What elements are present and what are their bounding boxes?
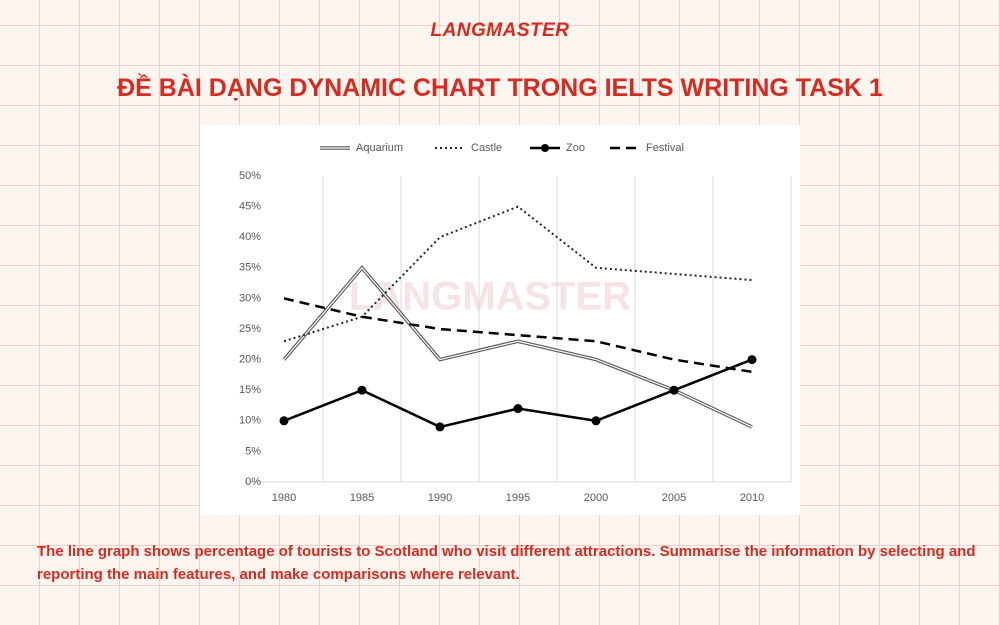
legend-marker [541,144,549,152]
y-tick-label: 5% [245,445,261,457]
legend-label: Zoo [566,142,585,154]
y-tick-label: 40% [239,231,261,243]
chart-background [200,125,800,515]
y-tick-label: 25% [239,323,261,335]
watermark: LANGMASTER [349,275,631,319]
legend-label: Festival [646,142,684,154]
marker [591,416,601,426]
y-tick-label: 30% [239,292,261,304]
marker [669,385,679,395]
marker [747,355,757,365]
x-tick-label: 1985 [350,492,374,504]
y-tick-label: 45% [239,201,261,213]
y-tick-label: 10% [239,415,261,427]
y-tick-label: 50% [239,170,261,182]
logo: LANGMASTER [430,20,570,41]
y-tick-label: 0% [245,476,261,488]
y-tick-label: 35% [239,262,261,274]
legend-label: Castle [471,142,502,154]
x-tick-label: 2000 [584,492,608,504]
chart: LANGMASTER 0% 5% 10% 15% 20% 25% 30% 35% 40% 45% 5… [200,125,800,515]
marker [279,416,289,426]
x-tick-label: 1980 [272,492,296,504]
x-tick-label: 1995 [506,492,530,504]
legend-label: Aquarium [356,142,403,154]
x-tick-label: 1990 [428,492,452,504]
description: The line graph shows percentage of touri… [37,543,976,583]
marker [435,422,445,432]
marker [357,385,367,395]
x-tick-label: 2010 [740,492,764,504]
series-line [283,297,753,374]
x-tick-label: 2005 [662,492,686,504]
y-tick-label: 20% [239,354,261,366]
marker [513,404,523,414]
y-tick-label: 15% [239,384,261,396]
heading: ĐỀ BÀI DẠNG DYNAMIC CHART TRONG IELTS WR… [117,74,883,102]
